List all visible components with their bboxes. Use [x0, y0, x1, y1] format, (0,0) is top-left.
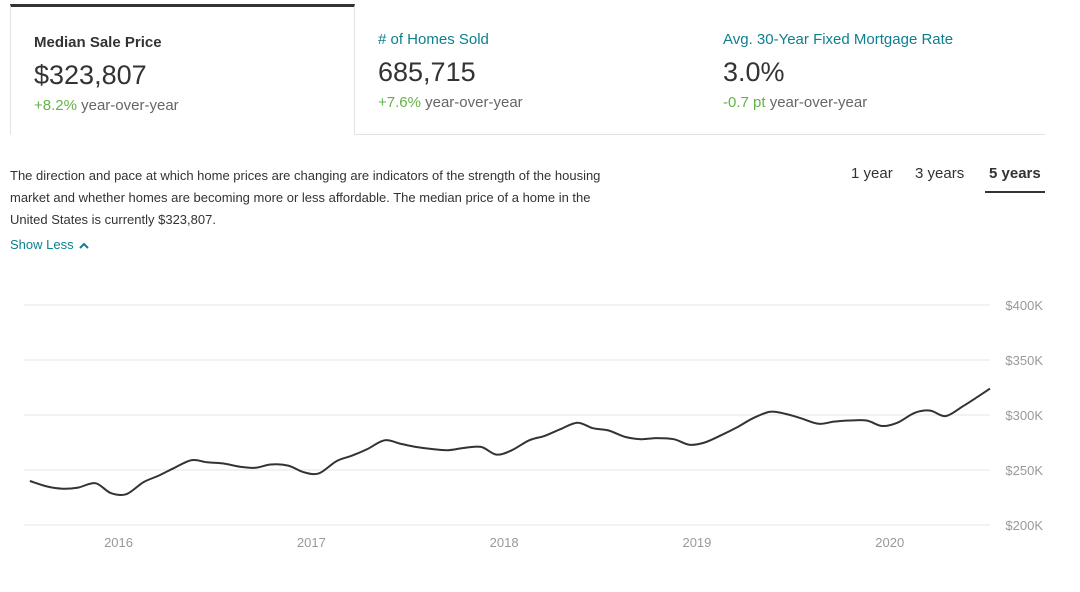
tab-median-sale-price[interactable]: Median Sale Price $323,807 +8.2% year-ov…: [10, 4, 355, 135]
tab-change: +7.6% year-over-year: [378, 94, 700, 112]
description-text: The direction and pace at which home pri…: [10, 168, 601, 227]
x-tick-label: 2016: [104, 535, 133, 550]
tab-value: $323,807: [34, 60, 147, 90]
tab-delta: -0.7 pt: [723, 94, 766, 111]
tabs-divider: [355, 134, 1045, 135]
x-tick-label: 2019: [682, 535, 711, 550]
tab-title: Avg. 30-Year Fixed Mortgage Rate: [723, 31, 954, 48]
median-price-chart: $400K $350K $300K $250K $200K 2016 2017 2018 201…: [24, 298, 1043, 550]
chevron-up-icon: [78, 242, 89, 249]
x-tick-label: 2017: [297, 535, 326, 550]
y-tick-label: $300K: [1005, 408, 1043, 423]
series-line: [29, 387, 991, 497]
tab-change: -0.7 pt year-over-year: [723, 94, 1045, 112]
tab-delta-suffix: year-over-year: [425, 94, 523, 111]
x-tick-label: 2018: [490, 535, 519, 550]
y-tick-label: $400K: [1005, 298, 1043, 313]
tab-delta: +8.2%: [34, 97, 77, 114]
tab-value: 685,715: [378, 57, 476, 87]
show-less-label: Show Less: [10, 237, 74, 252]
tab-homes-sold[interactable]: # of Homes Sold 685,715 +7.6% year-over-…: [355, 4, 700, 135]
tab-delta-suffix: year-over-year: [81, 97, 179, 114]
range-3-years[interactable]: 3 years: [915, 165, 965, 182]
show-less-link[interactable]: Show Less: [10, 236, 89, 254]
tab-value: 3.0%: [723, 57, 785, 87]
tab-delta: +7.6%: [378, 94, 421, 111]
metric-tabs: Median Sale Price $323,807 +8.2% year-ov…: [10, 4, 1045, 135]
range-1-year[interactable]: 1 year: [851, 165, 893, 182]
tab-change: +8.2% year-over-year: [34, 97, 354, 115]
tab-mortgage-rate[interactable]: Avg. 30-Year Fixed Mortgage Rate 3.0% -0…: [700, 4, 1045, 135]
x-tick-label: 2020: [875, 535, 904, 550]
tab-delta-suffix: year-over-year: [769, 94, 868, 111]
y-tick-label: $350K: [1005, 353, 1043, 368]
tab-title: # of Homes Sold: [378, 31, 489, 48]
y-tick-label: $250K: [1005, 463, 1043, 478]
y-tick-label: $200K: [1005, 518, 1043, 533]
tab-title: Median Sale Price: [34, 34, 162, 51]
range-5-years[interactable]: 5 years: [985, 163, 1045, 193]
